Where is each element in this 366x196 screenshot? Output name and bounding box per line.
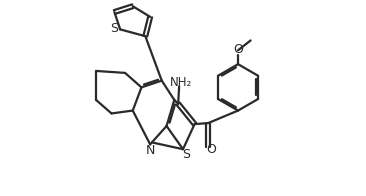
Text: O: O (207, 143, 217, 156)
Text: N: N (145, 144, 155, 157)
Text: O: O (233, 43, 243, 56)
Text: NH₂: NH₂ (170, 76, 192, 89)
Text: S: S (110, 22, 118, 35)
Text: S: S (182, 148, 190, 161)
